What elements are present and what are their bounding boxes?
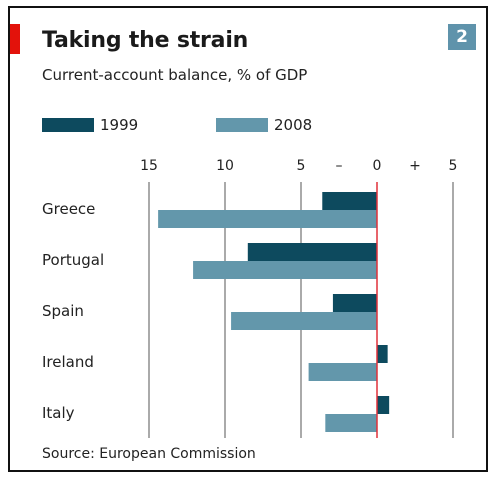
- bar-1999-ireland: [377, 345, 388, 363]
- bar-1999-portugal: [247, 243, 377, 261]
- bar-chart: 15 10 5 – 0 +5 Greece Portugal Spain Ireland Italy: [42, 158, 458, 438]
- brand-tab: [10, 24, 20, 54]
- legend-label-1999: 1999: [100, 116, 139, 134]
- chart-title: Taking the strain: [42, 28, 249, 53]
- bar-2008-ireland: [308, 363, 377, 381]
- category-label-italy: Italy: [42, 404, 75, 422]
- legend-item-1999: 1999: [42, 116, 138, 134]
- bar-1999-italy: [377, 396, 390, 414]
- bar-2008-spain: [231, 312, 377, 330]
- category-label-spain: Spain: [42, 302, 84, 320]
- legend-label-2008: 2008: [274, 116, 313, 134]
- x-tick-label: 15: [140, 158, 158, 174]
- legend-swatch-1999: [42, 118, 94, 132]
- category-label-ireland: Ireland: [42, 353, 94, 371]
- chart-subtitle: Current-account balance, % of GDP: [42, 66, 308, 84]
- category-label-portugal: Portugal: [42, 251, 104, 269]
- x-tick-label: 5: [297, 158, 306, 174]
- legend-swatch-2008: [216, 118, 268, 132]
- bar-2008-portugal: [193, 261, 377, 279]
- legend-item-2008: 2008: [216, 116, 312, 134]
- source-note: Source: European Commission: [42, 446, 256, 462]
- bar-1999-spain: [332, 294, 377, 312]
- x-tick-label: 5: [449, 158, 458, 174]
- x-tick-label: 0: [373, 158, 382, 174]
- bar-2008-greece: [158, 210, 377, 228]
- bar-1999-greece: [322, 192, 377, 210]
- bar-2008-italy: [325, 414, 377, 432]
- category-label-greece: Greece: [42, 200, 95, 218]
- chart-frame: Taking the strain Current-account balanc…: [8, 6, 488, 472]
- x-tick-label: –: [336, 158, 343, 174]
- x-tick-label: +: [409, 158, 421, 174]
- x-tick-label: 10: [216, 158, 234, 174]
- chart-number-badge: 2: [448, 24, 476, 50]
